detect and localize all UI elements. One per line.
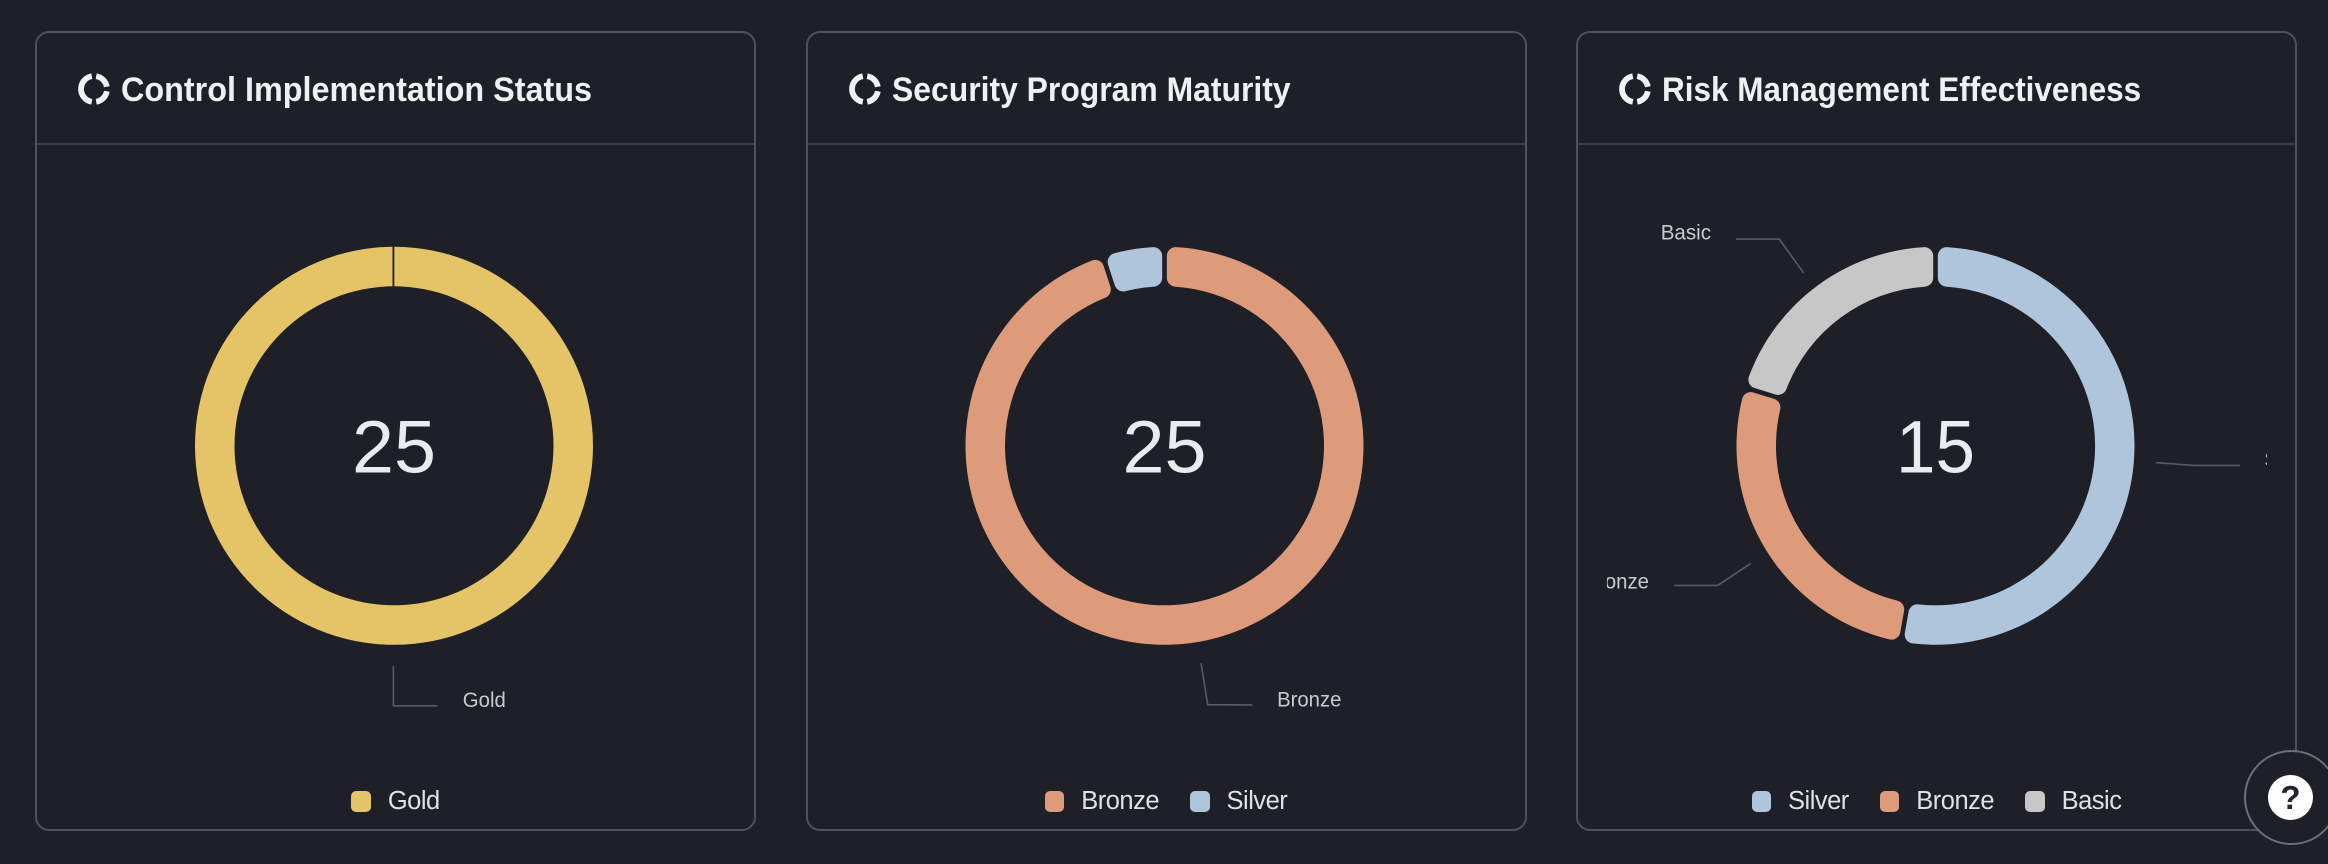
svg-text:Bronze: Bronze xyxy=(1607,571,1649,594)
svg-text:Gold: Gold xyxy=(463,689,506,712)
svg-text:Bronze: Bronze xyxy=(1277,689,1341,712)
svg-text:Silver: Silver xyxy=(2264,449,2266,472)
svg-text:25: 25 xyxy=(1122,405,1206,488)
svg-text:Basic: Basic xyxy=(1661,221,1711,244)
svg-text:15: 15 xyxy=(1896,405,1975,488)
svg-text:25: 25 xyxy=(352,405,436,488)
